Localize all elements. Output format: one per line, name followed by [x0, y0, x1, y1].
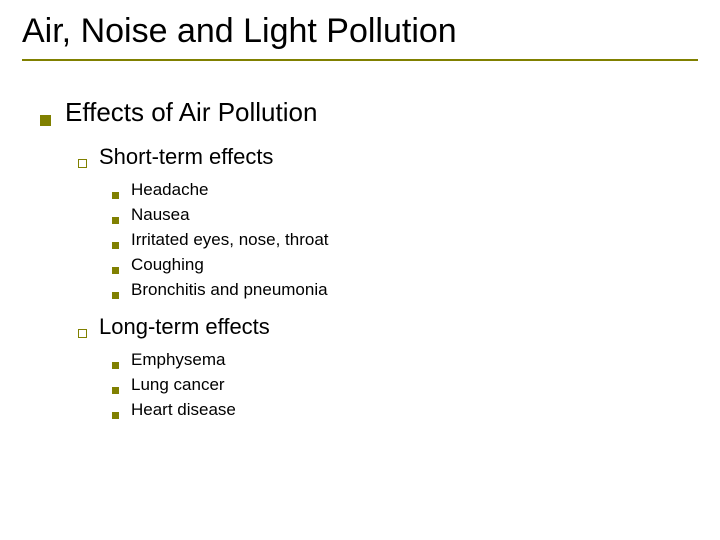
level3-item: Headache	[112, 180, 698, 200]
content-area: Effects of Air Pollution Short-term effe…	[22, 97, 698, 420]
slide-title: Air, Noise and Light Pollution	[22, 12, 698, 57]
level3-text: Bronchitis and pneumonia	[131, 280, 328, 300]
level3-item: Bronchitis and pneumonia	[112, 280, 698, 300]
level3-text: Irritated eyes, nose, throat	[131, 230, 329, 250]
level3-item: Heart disease	[112, 400, 698, 420]
square-bullet-icon	[112, 387, 119, 394]
level3-text: Heart disease	[131, 400, 236, 420]
level3-item: Emphysema	[112, 350, 698, 370]
level3-item: Coughing	[112, 255, 698, 275]
level2-group: Short-term effects Headache Nausea Irrit…	[40, 144, 698, 420]
level2-item: Short-term effects	[78, 144, 698, 170]
level2-text: Short-term effects	[99, 144, 273, 170]
slide: Air, Noise and Light Pollution Effects o…	[0, 0, 720, 540]
title-underline	[22, 59, 698, 61]
level3-text: Headache	[131, 180, 209, 200]
level3-group: Headache Nausea Irritated eyes, nose, th…	[78, 180, 698, 300]
level3-group: Emphysema Lung cancer Heart disease	[78, 350, 698, 420]
square-bullet-icon	[112, 292, 119, 299]
level2-item: Long-term effects	[78, 314, 698, 340]
level3-text: Nausea	[131, 205, 190, 225]
level3-item: Nausea	[112, 205, 698, 225]
level1-item: Effects of Air Pollution	[40, 97, 698, 128]
square-bullet-icon	[112, 242, 119, 249]
level3-text: Lung cancer	[131, 375, 225, 395]
title-block: Air, Noise and Light Pollution	[22, 12, 698, 61]
level3-text: Emphysema	[131, 350, 225, 370]
square-bullet-icon	[112, 192, 119, 199]
level3-item: Irritated eyes, nose, throat	[112, 230, 698, 250]
level3-item: Lung cancer	[112, 375, 698, 395]
level2-text: Long-term effects	[99, 314, 270, 340]
level1-text: Effects of Air Pollution	[65, 97, 317, 128]
square-bullet-icon	[112, 267, 119, 274]
hollow-square-bullet-icon	[78, 329, 87, 338]
square-bullet-icon	[112, 217, 119, 224]
hollow-square-bullet-icon	[78, 159, 87, 168]
square-bullet-icon	[112, 362, 119, 369]
level3-text: Coughing	[131, 255, 204, 275]
square-bullet-icon	[112, 412, 119, 419]
square-bullet-icon	[40, 115, 51, 126]
